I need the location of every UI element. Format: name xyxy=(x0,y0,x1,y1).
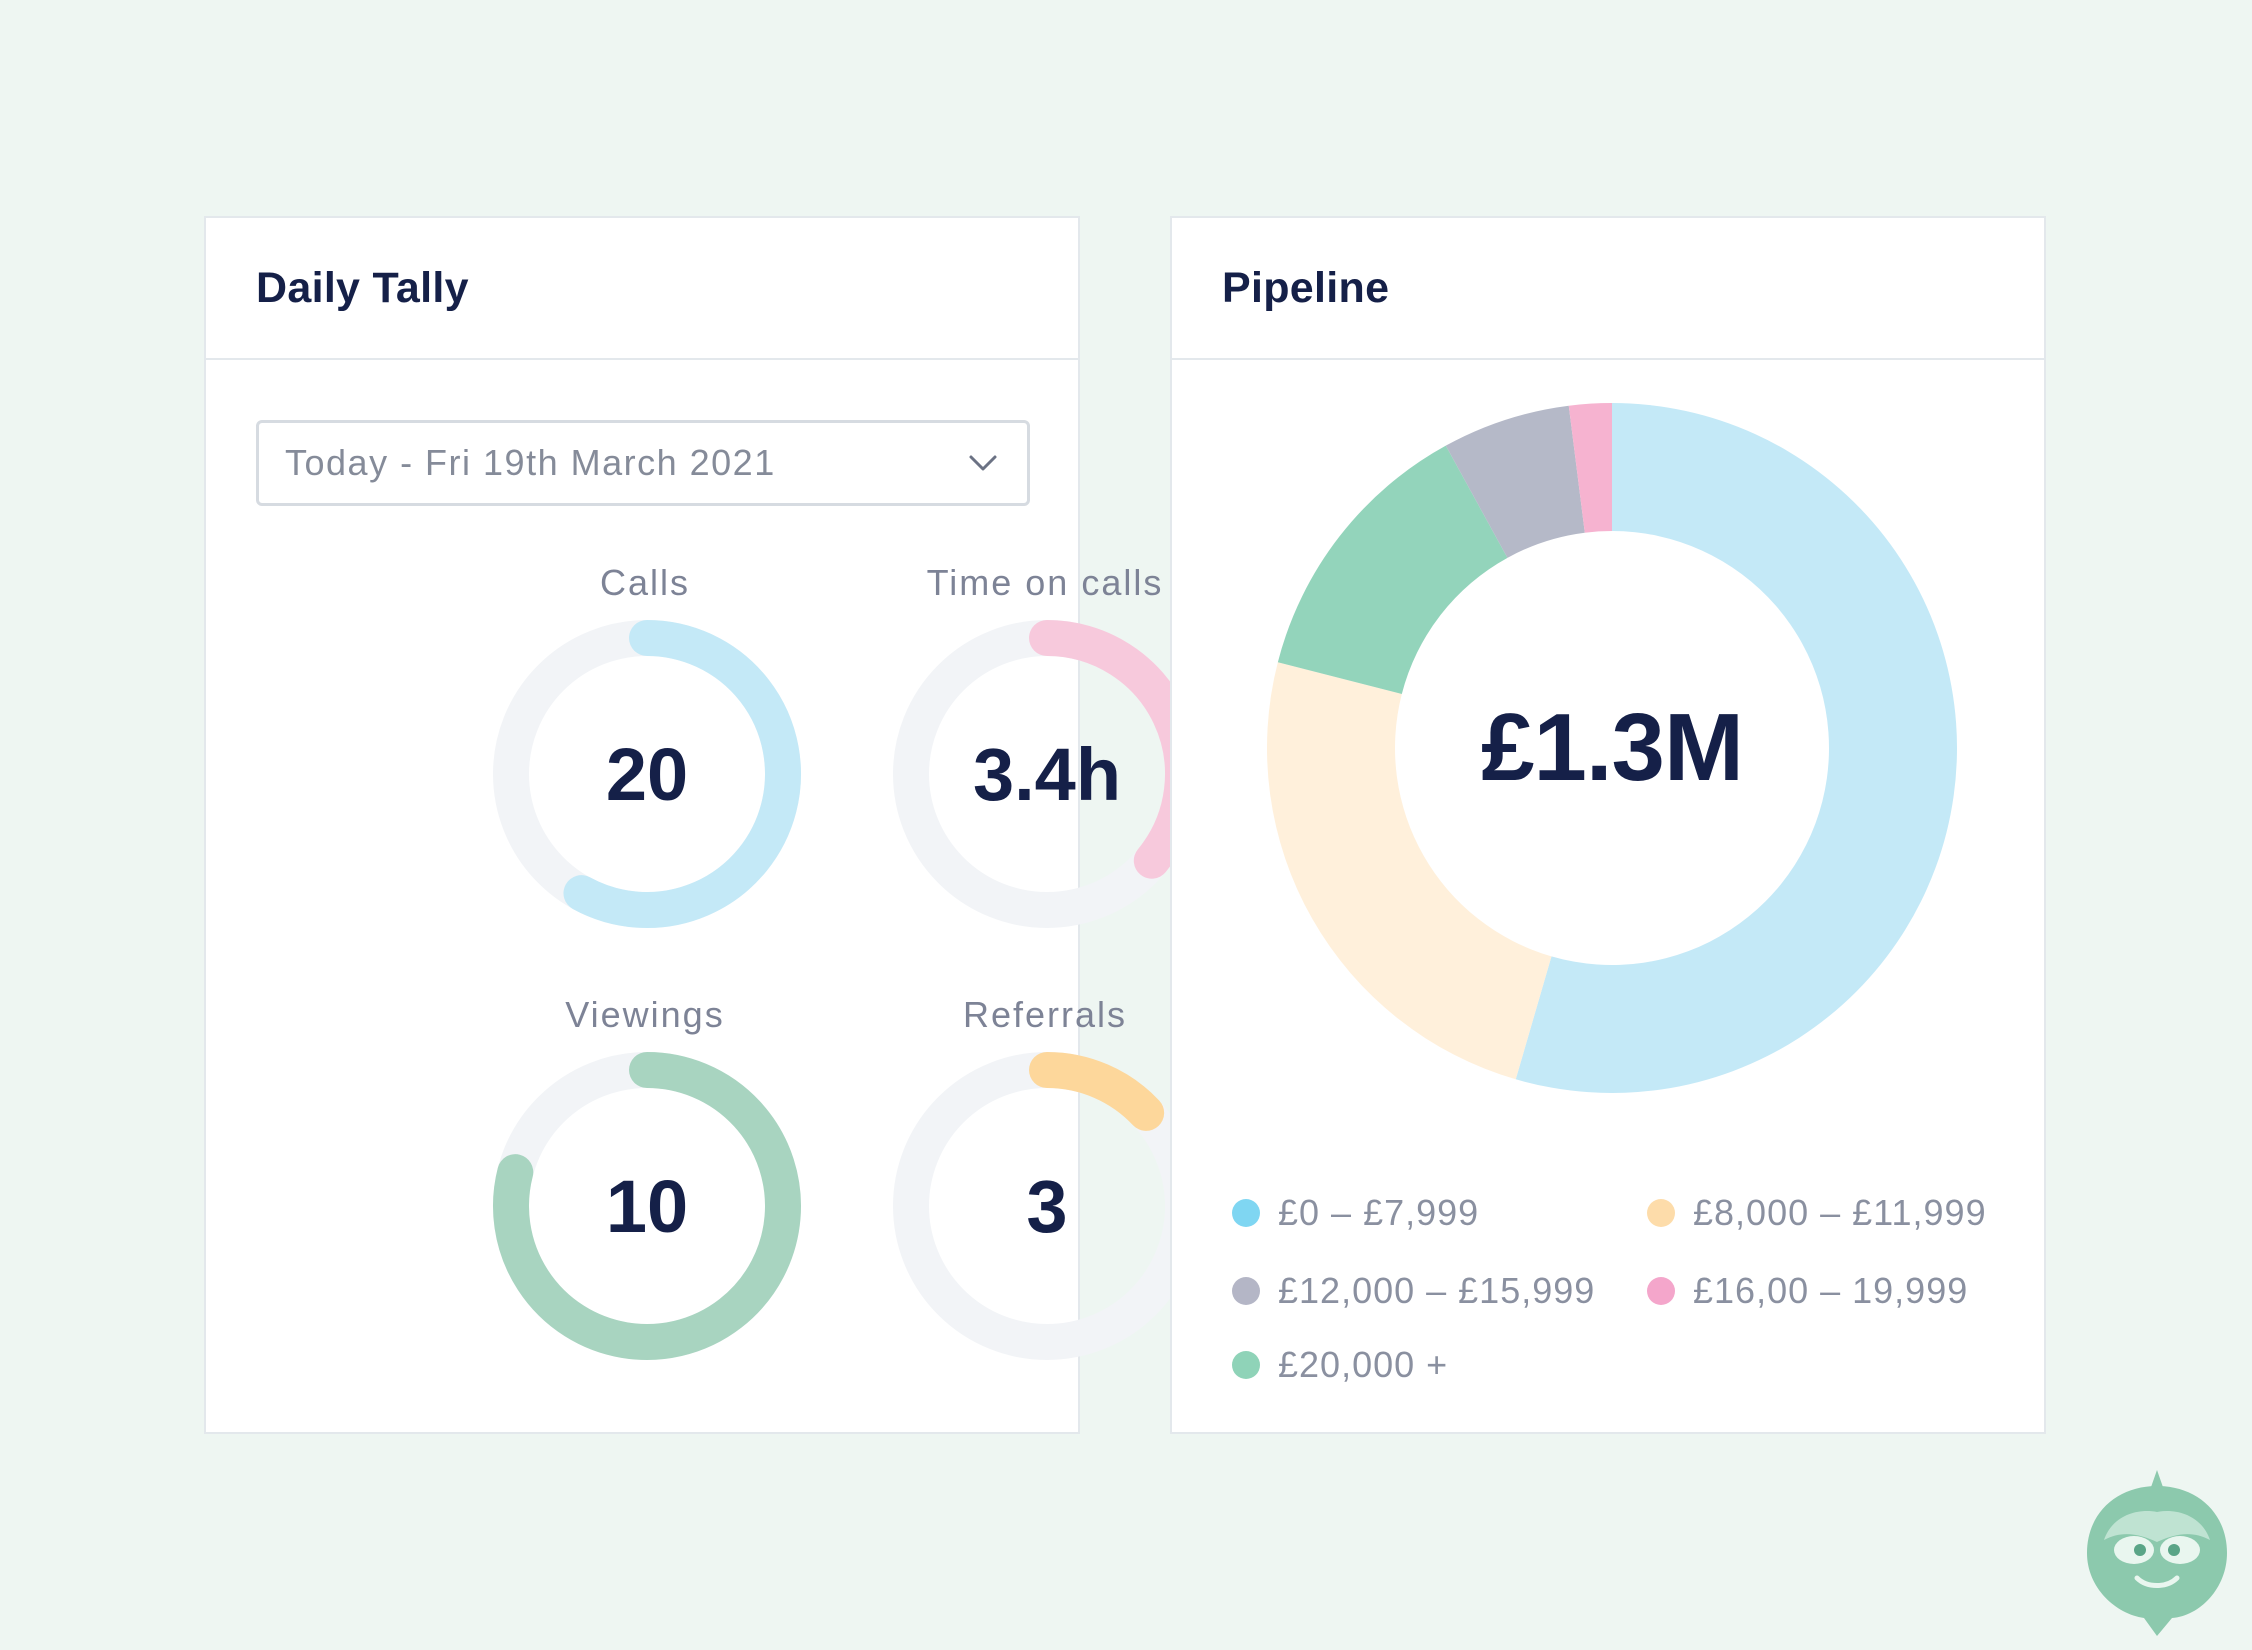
pipeline-total: £1.3M xyxy=(1481,694,1744,801)
legend-item: £20,000 + xyxy=(1232,1340,1448,1390)
pipeline-title: Pipeline xyxy=(1222,263,1390,312)
time-on-calls-ring: 3.4h xyxy=(890,617,1204,931)
donut-segment xyxy=(1277,445,1508,695)
legend-dot xyxy=(1647,1277,1675,1305)
pipeline-card: Pipeline £1.3M £0 – £7,999 £8,000 – £11,… xyxy=(1170,216,2046,1434)
pipeline-donut-chart: £1.3M xyxy=(1267,403,1957,1093)
legend-dot xyxy=(1232,1199,1260,1227)
ring-progress-arc xyxy=(493,1052,801,1360)
legend-label: £16,00 – 19,999 xyxy=(1693,1270,1969,1311)
legend-item: £16,00 – 19,999 xyxy=(1647,1266,1968,1316)
ring-progress-arc xyxy=(563,620,801,928)
daily-tally-header: Daily Tally xyxy=(206,218,1078,360)
legend-item: £0 – £7,999 xyxy=(1232,1188,1479,1238)
metric-value: 20 xyxy=(605,732,689,816)
daily-tally-title: Daily Tally xyxy=(256,263,469,312)
viewings-ring: 10 xyxy=(490,1049,804,1363)
legend-label: £12,000 – £15,999 xyxy=(1278,1270,1596,1311)
date-range-value: Today - Fri 19th March 2021 xyxy=(285,442,776,483)
metric-label: Time on calls xyxy=(926,562,1164,603)
calls-ring: 20 xyxy=(490,617,804,931)
daily-tally-card: Daily Tally Today - Fri 19th March 2021 … xyxy=(204,216,1201,1434)
metric-value: 10 xyxy=(605,1164,689,1248)
legend-dot xyxy=(1232,1351,1260,1379)
legend-dot xyxy=(1232,1277,1260,1305)
date-range-dropdown[interactable]: Today - Fri 19th March 2021 xyxy=(256,420,1030,506)
metric-value: 3.4h xyxy=(972,732,1122,816)
metric-label: Calls xyxy=(599,562,690,603)
donut-segment xyxy=(1267,662,1552,1080)
chevron-down-icon xyxy=(969,455,997,471)
legend-label: £20,000 + xyxy=(1278,1344,1449,1385)
legend-item: £8,000 – £11,999 xyxy=(1647,1188,1987,1238)
donut-segment xyxy=(1445,405,1585,558)
legend-label: £8,000 – £11,999 xyxy=(1693,1192,1987,1233)
legend-item: £12,000 – £15,999 xyxy=(1232,1266,1595,1316)
pipeline-header: Pipeline xyxy=(1172,218,2044,360)
ring-progress-arc xyxy=(1029,1052,1165,1131)
metric-label: Viewings xyxy=(565,994,725,1035)
legend-dot xyxy=(1647,1199,1675,1227)
mascot-face-icon xyxy=(2082,1468,2232,1638)
legend-label: £0 – £7,999 xyxy=(1278,1192,1480,1233)
referrals-ring: 3 xyxy=(890,1049,1204,1363)
donut-segment xyxy=(1515,403,1957,1093)
metric-value: 3 xyxy=(1026,1164,1068,1248)
metric-label: Referrals xyxy=(962,994,1128,1035)
donut-segment xyxy=(1568,403,1612,533)
